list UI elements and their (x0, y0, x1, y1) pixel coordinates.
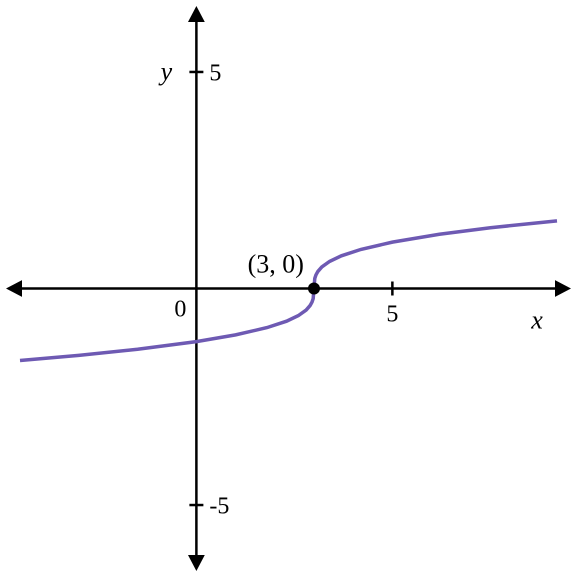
y-axis-label: y (158, 57, 173, 86)
point-marker (308, 283, 320, 295)
point-label: (3, 0) (248, 250, 304, 279)
y-axis-arrow-up (188, 6, 205, 22)
y-tick-label: 5 (209, 60, 221, 86)
x-tick-label: 5 (386, 302, 398, 328)
x-axis-label: x (530, 306, 543, 335)
x-axis-arrow-left (6, 280, 22, 297)
cube-root-chart: 5 5 -5 y x 0 (3, 0) (0, 0, 577, 577)
x-axis-arrow-right (555, 280, 571, 297)
origin-label: 0 (174, 297, 186, 323)
function-curve (20, 221, 557, 361)
y-axis-arrow-down (188, 555, 205, 571)
y-tick-label: -5 (209, 493, 229, 519)
